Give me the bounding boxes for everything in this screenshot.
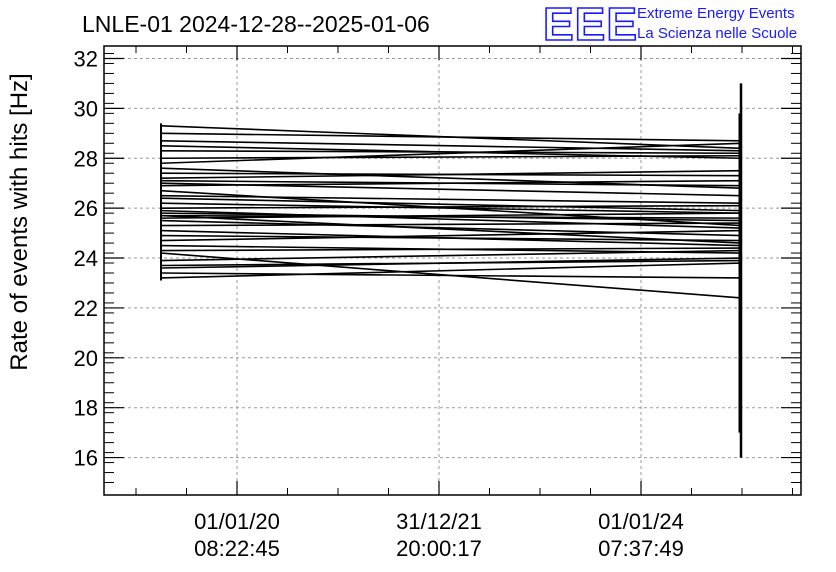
y-tick-label: 30 <box>74 96 98 121</box>
series-line <box>160 214 742 244</box>
series-line <box>160 262 742 279</box>
series-line <box>160 214 742 219</box>
series-line <box>160 149 742 155</box>
logo-mark: EEE <box>543 0 638 50</box>
y-axis-label: Rate of events with hits [Hz] <box>6 73 33 370</box>
series-line <box>160 249 742 262</box>
y-tick-label: 18 <box>74 396 98 421</box>
x-tick-label-time: 20:00:17 <box>396 536 482 561</box>
y-tick-label: 32 <box>74 46 98 71</box>
series-line <box>160 229 742 242</box>
series-line <box>160 169 742 180</box>
series-line <box>160 222 742 227</box>
series-line <box>160 139 742 152</box>
series-line <box>160 272 742 279</box>
x-tick-label-time: 08:22:45 <box>194 536 280 561</box>
x-tick-label-time: 07:37:49 <box>598 536 684 561</box>
chart-title: LNLE-01 2024-12-28--2025-01-06 <box>82 11 430 37</box>
data-series <box>160 83 743 458</box>
plot-frame <box>103 45 802 496</box>
x-tick-label-date: 01/01/24 <box>598 509 684 534</box>
y-tick-label: 16 <box>74 446 98 471</box>
series-line <box>160 234 742 242</box>
series-line <box>160 212 742 219</box>
y-axis: 16 18 20 22 24 26 28 30 32 <box>74 46 801 484</box>
series-line <box>160 154 742 160</box>
series-line <box>160 209 742 229</box>
x-tick-label-date: 01/01/20 <box>194 509 280 534</box>
y-tick-label: 28 <box>74 146 98 171</box>
x-tick-label-date: 31/12/21 <box>396 509 482 534</box>
series-line <box>160 204 742 209</box>
series-line <box>160 202 742 214</box>
series-line <box>160 179 742 187</box>
eee-logo: EEE Extreme Energy Events La Scienza nel… <box>542 0 797 51</box>
series-line <box>160 219 742 237</box>
y-tick-label: 26 <box>74 196 98 221</box>
series-line <box>160 247 742 252</box>
series-line <box>160 194 742 204</box>
series-line <box>160 132 742 142</box>
y-tick-label: 22 <box>74 296 98 321</box>
y-tick-label: 24 <box>74 246 98 271</box>
logo-line-2: La Scienza nelle Scuole <box>637 25 797 42</box>
series-line <box>160 197 742 212</box>
y-tick-label: 20 <box>74 346 98 371</box>
series-line <box>160 257 742 269</box>
logo-line-1: Extreme Energy Events <box>637 5 795 22</box>
series-line <box>160 142 742 165</box>
